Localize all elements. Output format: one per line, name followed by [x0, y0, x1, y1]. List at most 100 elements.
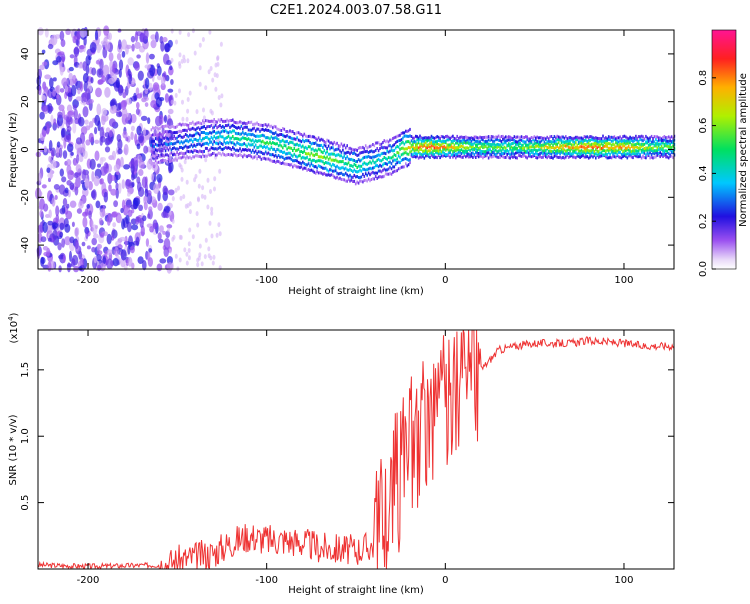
- heatmap-cell: [94, 150, 100, 161]
- heatmap-cell: [172, 142, 174, 146]
- heatmap-cell: [197, 255, 201, 261]
- heatmap-cell: [659, 142, 661, 146]
- heatmap-cell: [193, 50, 197, 56]
- colorbar-tick-label: 0.2: [698, 213, 709, 229]
- heatmap-cell: [390, 162, 393, 166]
- heatmap-cell: [204, 146, 207, 150]
- heatmap-cell: [160, 133, 163, 137]
- heatmap-cell: [610, 139, 613, 143]
- heatmap-cell: [327, 169, 330, 173]
- heatmap-cell: [192, 150, 194, 154]
- heatmap-cell: [519, 142, 521, 145]
- heatmap-cell: [97, 244, 103, 249]
- heatmap-cell: [299, 154, 301, 157]
- heatmap-cell: [352, 158, 354, 162]
- heatmap-cell: [392, 159, 394, 163]
- heatmap-cell: [393, 148, 396, 152]
- heatmap-cell: [257, 145, 260, 149]
- heatmap-cell: [144, 77, 150, 90]
- heatmap-cell: [639, 154, 641, 158]
- heatmap-cell: [60, 39, 66, 48]
- heatmap-cell: [254, 134, 257, 138]
- heatmap-cell: [164, 149, 167, 153]
- heatmap-cell: [657, 136, 660, 140]
- heatmap-cell: [277, 138, 280, 142]
- heatmap-cell: [635, 134, 637, 138]
- heatmap-cell: [236, 148, 238, 152]
- heatmap-cell: [160, 153, 163, 157]
- heatmap-cell: [169, 126, 171, 129]
- heatmap-cell: [62, 198, 68, 207]
- heatmap-cell: [310, 159, 313, 163]
- heatmap-cell: [466, 152, 468, 156]
- heatmap-cell: [652, 139, 654, 143]
- heatmap-cell: [466, 149, 468, 153]
- heatmap-cell: [300, 156, 303, 160]
- heatmap-cell: [314, 165, 317, 169]
- heatmap-cell: [635, 145, 637, 149]
- heatmap-cell: [113, 200, 118, 208]
- heatmap-cell: [199, 142, 201, 146]
- heatmap-cell: [332, 152, 334, 156]
- heatmap-cell: [480, 150, 483, 153]
- heatmap-cell: [382, 168, 384, 172]
- heatmap-cell: [343, 173, 346, 177]
- heatmap-cell: [507, 138, 510, 142]
- heatmap-cell: [639, 135, 641, 139]
- heatmap-cell: [570, 146, 573, 150]
- heatmap-cell: [425, 148, 427, 152]
- heatmap-cell: [666, 149, 669, 153]
- heatmap-cell: [49, 169, 53, 180]
- heatmap-cell: [294, 154, 297, 158]
- heatmap-cell: [593, 145, 596, 148]
- heatmap-cell: [232, 153, 234, 157]
- heatmap-cell: [512, 142, 514, 145]
- heatmap-cell: [599, 139, 601, 143]
- heatmap-cell: [95, 87, 102, 98]
- heatmap-cell: [649, 138, 651, 142]
- heatmap-cell: [232, 141, 234, 145]
- heatmap-cell: [630, 150, 633, 154]
- heatmap-cell: [422, 153, 424, 157]
- heatmap-cell: [432, 136, 434, 140]
- heatmap-cell: [185, 179, 189, 185]
- heatmap-cell: [477, 136, 480, 140]
- heatmap-cell: [297, 143, 300, 147]
- heatmap-cell: [352, 164, 354, 168]
- heatmap-cell: [423, 139, 426, 143]
- heatmap-cell: [198, 81, 202, 87]
- heatmap-cell: [173, 152, 175, 156]
- heatmap-cell: [284, 144, 287, 148]
- heatmap-cell: [52, 122, 57, 131]
- heatmap-cell: [252, 132, 254, 136]
- heatmap-cell: [572, 137, 574, 141]
- heatmap-cell: [462, 155, 464, 159]
- heatmap-cell: [234, 148, 237, 152]
- heatmap-cell: [636, 152, 639, 156]
- heatmap-cell: [537, 142, 540, 146]
- heatmap-cell: [282, 155, 284, 159]
- heatmap-cell: [320, 150, 323, 154]
- heatmap-cell: [284, 130, 287, 133]
- heatmap-cell: [592, 136, 594, 140]
- heatmap-cell: [259, 129, 261, 133]
- heatmap-cell: [516, 135, 518, 139]
- heatmap-cell: [569, 146, 571, 150]
- heatmap-cell: [406, 152, 408, 156]
- heatmap-cell: [112, 222, 117, 228]
- heatmap-cell: [392, 144, 394, 148]
- heatmap-cell: [153, 154, 155, 158]
- heatmap-cell: [303, 149, 306, 153]
- heatmap-cell: [173, 125, 175, 129]
- heatmap-cell: [343, 154, 346, 158]
- heatmap-cell: [394, 154, 397, 157]
- heatmap-cell: [502, 146, 504, 150]
- heatmap-cell: [653, 152, 656, 156]
- heatmap-cell: [59, 231, 64, 238]
- heatmap-cell: [364, 162, 367, 166]
- heatmap-cell: [593, 152, 596, 156]
- heatmap-cell: [536, 140, 538, 144]
- heatmap-cell: [386, 149, 388, 153]
- heatmap-cell: [469, 149, 471, 153]
- heatmap-cell: [280, 133, 283, 136]
